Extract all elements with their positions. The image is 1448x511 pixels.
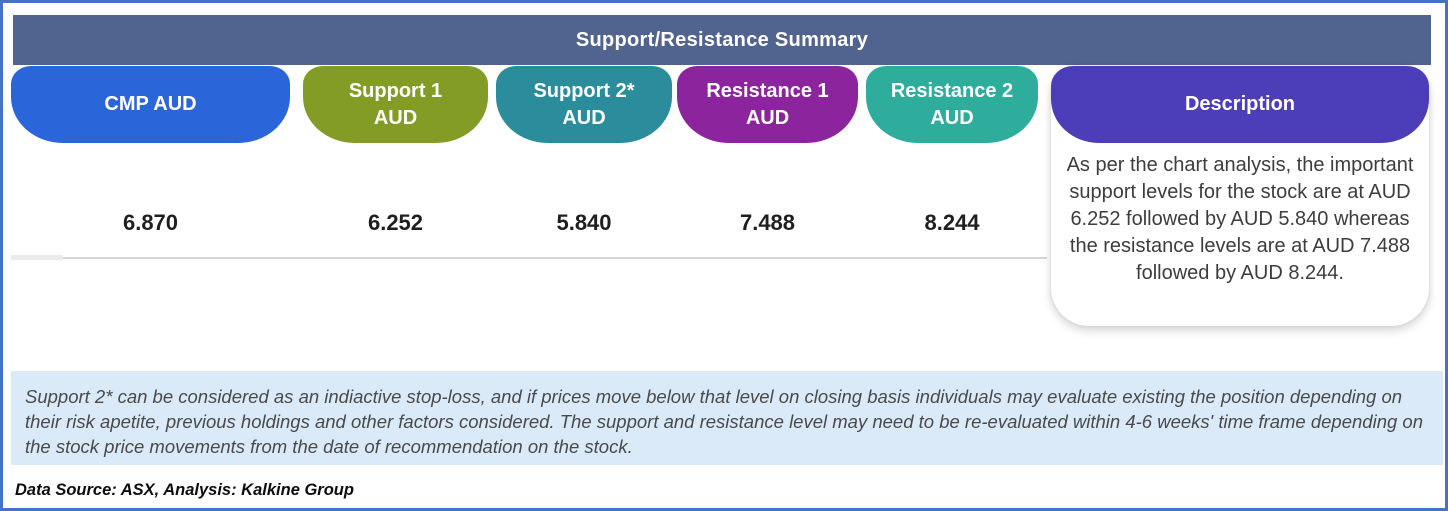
values-divider-notch [11, 255, 63, 260]
value-support-1-aud: 6.252 [367, 210, 424, 235]
value-cmp-aud: 6.870 [122, 210, 179, 235]
column-header-resistance-1-aud: Resistance 1 AUD [677, 66, 858, 143]
value-resistance-1-aud: 7.488 [739, 210, 796, 235]
column-header-label: Resistance 2 [890, 79, 1014, 102]
column-header-label: Support 1 [348, 79, 443, 102]
description-text: As per the chart analysis, the important… [1066, 154, 1414, 284]
column-header-cmp-aud: CMP AUD [11, 66, 290, 143]
column-header-label: AUD [373, 106, 418, 129]
data-source-note: Data Source: ASX, Analysis: Kalkine Grou… [15, 481, 354, 499]
column-header-description: Description [1051, 66, 1429, 143]
column-header-label: Resistance 1 [706, 79, 829, 102]
column-header-resistance-2-aud: Resistance 2 AUD [866, 66, 1038, 143]
value-support-2-aud: 5.840 [556, 210, 612, 235]
value-resistance-2-aud: 8.244 [924, 210, 980, 235]
column-header-label: AUD [562, 106, 606, 129]
column-header-label: Support 2* [533, 79, 635, 102]
description-card: Description As per the chart analysis, t… [1051, 66, 1429, 326]
column-header-support-1-aud: Support 1 AUD [303, 66, 488, 143]
column-header-support-2-aud: Support 2* AUD [496, 66, 672, 143]
column-header-label: AUD [745, 106, 790, 129]
stop-loss-footnote: Support 2* can be considered as an india… [11, 371, 1443, 465]
column-header-label: CMP AUD [104, 93, 197, 115]
column-header-label: AUD [930, 106, 974, 129]
panel-title: Support/Resistance Summary [13, 15, 1431, 65]
values-divider-line [11, 257, 1047, 259]
